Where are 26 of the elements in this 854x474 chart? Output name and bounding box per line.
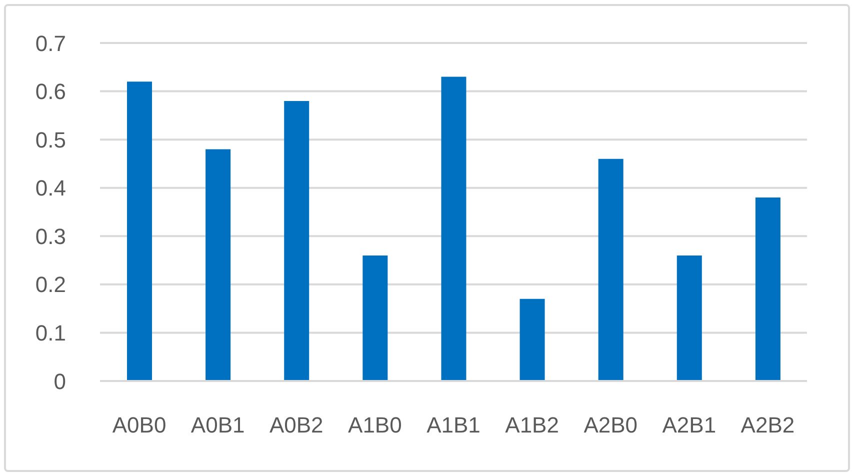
y-tick-label: 0.1 [35,320,66,346]
y-tick-label: 0.7 [35,30,66,56]
bar [598,158,624,381]
bar [520,298,545,381]
y-tick-label: 0 [54,368,66,394]
x-tick-label: A0B0 [112,412,166,438]
x-tick-label: A2B1 [662,412,716,438]
y-tick-label: 0.4 [35,176,66,201]
y-tick-label: 0.6 [35,79,66,104]
bar [206,149,231,381]
bar [127,82,152,381]
bar [362,255,388,381]
x-tick-label: A1B0 [348,412,402,438]
x-tick-label: A1B1 [426,412,480,438]
x-tick-label: A2B0 [584,412,638,438]
bar [284,100,310,381]
bar [755,198,780,381]
y-tick-label: 0.2 [35,272,66,298]
x-tick-label: A1B2 [505,412,559,438]
bar [441,76,466,381]
x-tick-label: A2B2 [740,412,795,438]
x-tick-label: A0B2 [269,412,324,438]
bar [676,255,702,381]
y-tick-label: 0.5 [35,127,66,152]
x-tick-label: A0B1 [190,412,245,438]
y-tick-label: 0.3 [35,224,66,249]
